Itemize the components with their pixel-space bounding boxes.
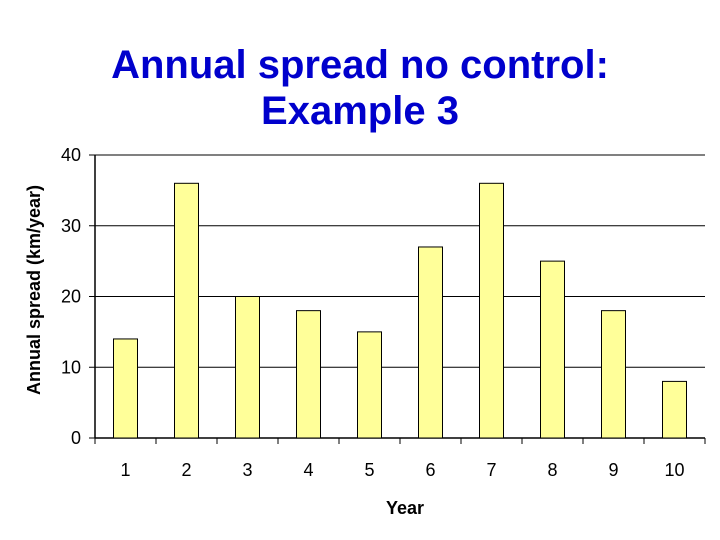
- tick-labels: 0 10 20 30 40 1 2 3 4 5 6 7 8 9 10: [61, 145, 685, 480]
- x-tick-label: 7: [486, 460, 496, 480]
- y-axis-title: Annual spread (km/year): [24, 185, 44, 395]
- y-tick-label: 0: [71, 428, 81, 448]
- x-tick-label: 9: [608, 460, 618, 480]
- x-tick-label: 4: [303, 460, 313, 480]
- x-tick-label: 10: [664, 460, 684, 480]
- x-tick-label: 6: [425, 460, 435, 480]
- y-tick-label: 30: [61, 216, 81, 236]
- chart-title-line-1: Annual spread no control:: [111, 43, 609, 87]
- x-tick-label: 8: [547, 460, 557, 480]
- x-tick-label: 3: [242, 460, 252, 480]
- bar-year-7: [479, 182, 504, 439]
- bar-year-8: [540, 260, 565, 439]
- x-tick-label: 5: [364, 460, 374, 480]
- bar-year-5: [357, 331, 382, 439]
- bar-year-2: [174, 182, 199, 439]
- chart-title: Annual spread no control: Example 3: [0, 42, 720, 134]
- bar-year-10: [662, 380, 687, 439]
- bars: [113, 182, 687, 439]
- bar-year-6: [418, 246, 443, 439]
- bar-year-4: [296, 310, 321, 439]
- x-tick-label: 2: [181, 460, 191, 480]
- y-tick-label: 20: [61, 287, 81, 307]
- x-tick-label: 1: [120, 460, 130, 480]
- bar-year-1: [113, 338, 138, 439]
- bar-year-3: [235, 296, 260, 439]
- chart-title-line-2: Example 3: [261, 89, 459, 133]
- y-tick-label: 40: [61, 145, 81, 165]
- y-tick-label: 10: [61, 357, 81, 377]
- bar-year-9: [601, 310, 626, 439]
- x-axis-title: Year: [386, 498, 424, 518]
